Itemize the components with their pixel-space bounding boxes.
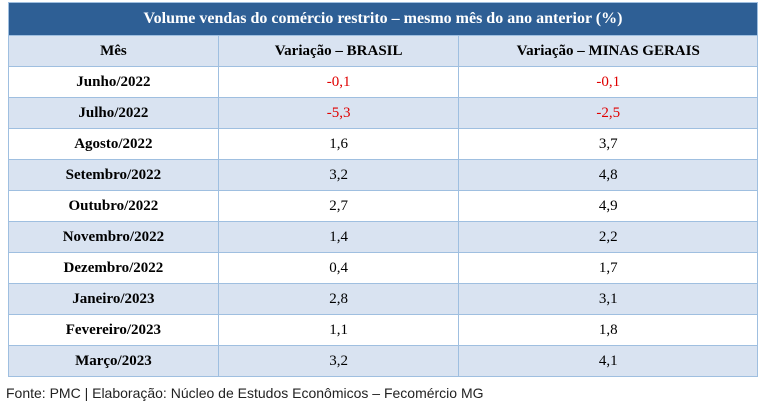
value-cell: -2,5	[458, 97, 758, 129]
table-row: Setembro/2022 3,2 4,8	[8, 159, 758, 191]
table-title: Volume vendas do comércio restrito – mes…	[8, 2, 758, 36]
value-cell: 4,1	[458, 345, 758, 377]
table-row: Março/2023 3,2 4,1	[8, 345, 758, 377]
value-cell: 2,2	[458, 221, 758, 253]
value-cell: 2,8	[217, 283, 460, 315]
month-cell: Fevereiro/2023	[8, 314, 219, 346]
value-cell: 3,7	[458, 128, 758, 160]
month-cell: Outubro/2022	[8, 190, 219, 222]
source-note: Fonte: PMC | Elaboração: Núcleo de Estud…	[6, 385, 484, 401]
table-row: Novembro/2022 1,4 2,2	[8, 221, 758, 253]
value-cell: 0,4	[217, 252, 460, 284]
value-cell: 1,4	[217, 221, 460, 253]
column-header: Variação – BRASIL	[217, 35, 460, 67]
value-cell: 3,2	[217, 159, 460, 191]
month-cell: Novembro/2022	[8, 221, 219, 253]
month-cell: Julho/2022	[8, 97, 219, 129]
value-cell: 3,1	[458, 283, 758, 315]
month-cell: Março/2023	[8, 345, 219, 377]
column-header: Variação – MINAS GERAIS	[458, 35, 758, 67]
value-cell: 4,8	[458, 159, 758, 191]
table-row: Julho/2022 -5,3 -2,5	[8, 97, 758, 129]
column-header: Mês	[8, 35, 219, 67]
table-row: Dezembro/2022 0,4 1,7	[8, 252, 758, 284]
value-cell: 1,6	[217, 128, 460, 160]
month-cell: Dezembro/2022	[8, 252, 219, 284]
value-cell: -0,1	[217, 66, 460, 98]
month-cell: Janeiro/2023	[8, 283, 219, 315]
table-row: Junho/2022 -0,1 -0,1	[8, 66, 758, 98]
value-cell: 1,1	[217, 314, 460, 346]
table-row: Agosto/2022 1,6 3,7	[8, 128, 758, 160]
value-cell: -5,3	[217, 97, 460, 129]
data-table: Volume vendas do comércio restrito – mes…	[8, 2, 758, 377]
value-cell: -0,1	[458, 66, 758, 98]
month-cell: Setembro/2022	[8, 159, 219, 191]
header-row: Mês Variação – BRASIL Variação – MINAS GER…	[8, 35, 758, 67]
value-cell: 1,8	[458, 314, 758, 346]
value-cell: 3,2	[217, 345, 460, 377]
table-row: Fevereiro/2023 1,1 1,8	[8, 314, 758, 346]
month-cell: Junho/2022	[8, 66, 219, 98]
month-cell: Agosto/2022	[8, 128, 219, 160]
value-cell: 1,7	[458, 252, 758, 284]
value-cell: 4,9	[458, 190, 758, 222]
table-row: Janeiro/2023 2,8 3,1	[8, 283, 758, 315]
value-cell: 2,7	[217, 190, 460, 222]
table-row: Outubro/2022 2,7 4,9	[8, 190, 758, 222]
